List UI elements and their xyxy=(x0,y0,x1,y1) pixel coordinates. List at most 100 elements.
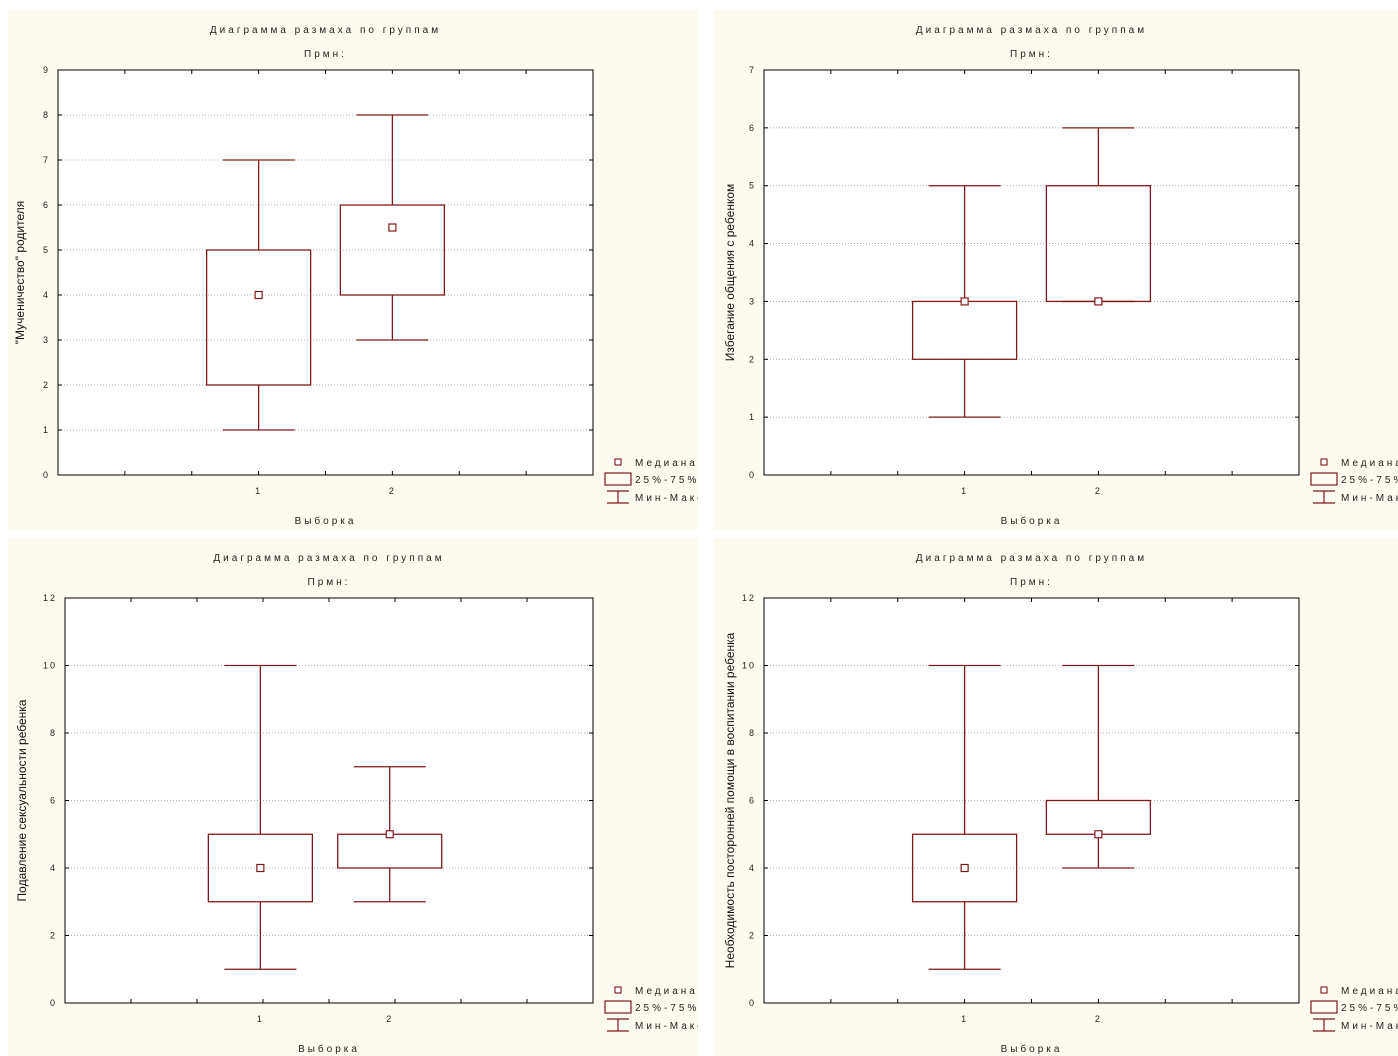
y-tick-label: 0 xyxy=(749,998,756,1008)
legend-iqr-label: 25%-75% xyxy=(635,475,698,486)
y-tick-label: 10 xyxy=(742,661,756,671)
y-tick-label: 8 xyxy=(749,728,756,738)
legend-minmax-label: Мин-Макс xyxy=(635,493,698,504)
y-tick-label: 4 xyxy=(50,863,57,873)
chart-panel-4: Диаграмма размаха по группам Прмн: 0 2 4 6 8 10… xyxy=(714,538,1398,1056)
median-marker xyxy=(385,830,394,839)
chart-panel-2: Диаграмма размаха по группам Прмн: 0 1 2 3 4 5 6… xyxy=(714,10,1398,530)
box-1 xyxy=(911,185,1018,418)
x-axis-label: Выборка xyxy=(298,1043,360,1055)
chart-title: Диаграмма размаха по группам xyxy=(210,25,441,36)
chart-svg: Диаграмма размаха по группам Прмн: 0 2 4 6 8 10… xyxy=(723,553,1398,1055)
box-2 xyxy=(337,766,443,903)
chart-svg: Диаграмма размаха по группам Прмн: 0 1 2 3 4 5 6… xyxy=(723,25,1398,527)
y-tick-label: 4 xyxy=(749,239,756,249)
y-tick-label: 2 xyxy=(43,380,50,390)
y-tick-label: 3 xyxy=(749,296,756,306)
x-tick-label: 1 xyxy=(961,486,968,496)
legend-median-icon xyxy=(614,458,622,466)
plot-frame xyxy=(763,69,1300,476)
box-1 xyxy=(911,664,1018,970)
y-tick-label: 1 xyxy=(43,425,50,435)
legend-iqr-icon xyxy=(1310,1000,1338,1014)
x-tick-label: 2 xyxy=(386,1014,393,1024)
y-tick-label: 8 xyxy=(43,110,50,120)
iqr-box xyxy=(911,833,1018,903)
median-marker xyxy=(1094,297,1103,306)
y-tick-label: 4 xyxy=(43,290,50,300)
legend-iqr-label: 25%-75% xyxy=(1341,475,1398,486)
box-1 xyxy=(207,664,314,970)
y-tick-label: 2 xyxy=(749,931,756,941)
plot-frame xyxy=(763,597,1300,1004)
y-tick-label: 9 xyxy=(43,65,50,75)
legend: Медиана 25%-75% Мин-Макс xyxy=(604,986,698,1032)
legend-median-label: Медиана xyxy=(635,986,698,997)
y-tick-label: 6 xyxy=(50,796,57,806)
iqr-box xyxy=(207,833,314,903)
y-tick-label: 5 xyxy=(43,245,50,255)
legend-iqr-label: 25%-75% xyxy=(635,1003,698,1014)
y-tick-label: 0 xyxy=(749,470,756,480)
y-tick-label: 3 xyxy=(43,335,50,345)
chart-subtitle: Прмн: xyxy=(1010,49,1053,60)
legend-median-label: Медиана xyxy=(1341,458,1398,469)
legend-minmax-label: Мин-Макс xyxy=(1341,1021,1398,1032)
legend-median-label: Медиана xyxy=(1341,986,1398,997)
chart-svg: Диаграмма размаха по группам Прмн: 0 2 4 6 8 10… xyxy=(15,553,698,1055)
y-tick-label: 12 xyxy=(43,593,57,603)
iqr-box xyxy=(205,249,312,386)
legend-minmax-label: Мин-Макс xyxy=(1341,493,1398,504)
median-marker xyxy=(388,223,397,232)
y-tick-label: 6 xyxy=(749,123,756,133)
plot-frame xyxy=(57,69,594,476)
chart-title: Диаграмма размаха по группам xyxy=(213,553,444,564)
chart-subtitle: Прмн: xyxy=(1010,577,1053,588)
y-tick-label: 6 xyxy=(43,200,50,210)
median-marker xyxy=(256,863,265,873)
y-tick-label: 10 xyxy=(43,661,57,671)
y-axis-label: Подавление сексуальности ребенка xyxy=(15,699,29,901)
median-marker xyxy=(254,290,263,300)
x-axis-label: Выборка xyxy=(1001,1043,1063,1055)
x-tick-label: 1 xyxy=(257,1014,264,1024)
chart-panel-3: Диаграмма размаха по группам Прмн: 0 2 4 6 8 10… xyxy=(8,538,698,1056)
legend-iqr-label: 25%-75% xyxy=(1341,1003,1398,1014)
chart-subtitle: Прмн: xyxy=(308,577,351,588)
legend-iqr-icon xyxy=(1310,472,1338,486)
legend: Медиана 25%-75% Мин-Макс xyxy=(1310,986,1398,1032)
y-axis-label: Необходимость посторонней помощи в воспи… xyxy=(723,632,737,968)
box-2 xyxy=(1045,664,1152,869)
y-tick-label: 5 xyxy=(749,181,756,191)
y-tick-label: 12 xyxy=(742,593,756,603)
plot-area xyxy=(764,70,1299,475)
y-tick-label: 7 xyxy=(749,65,756,75)
legend-iqr-icon xyxy=(604,1000,632,1014)
legend-iqr-icon xyxy=(604,472,632,486)
chart-title: Диаграмма размаха по группам xyxy=(916,553,1147,564)
median-marker xyxy=(960,297,969,306)
box-2 xyxy=(1045,127,1152,306)
chart-panel-1: Диаграмма размаха по группам Прмн: 0 1 2 3 4 5 6… xyxy=(8,10,698,530)
x-axis-label: Выборка xyxy=(295,515,357,527)
y-tick-label: 6 xyxy=(749,796,756,806)
y-tick-label: 4 xyxy=(749,863,756,873)
x-axis-label: Выборка xyxy=(1001,515,1063,527)
y-tick-label: 1 xyxy=(749,412,756,422)
x-tick-label: 2 xyxy=(1095,486,1102,496)
x-tick-label: 2 xyxy=(1095,1014,1102,1024)
legend: Медиана 25%-75% Мин-Макс xyxy=(604,458,698,504)
median-marker xyxy=(1094,830,1103,839)
y-tick-label: 7 xyxy=(43,155,50,165)
y-tick-label: 2 xyxy=(749,354,756,364)
chart-subtitle: Прмн: xyxy=(304,49,347,60)
legend-median-icon xyxy=(614,986,622,994)
box-1 xyxy=(205,159,312,431)
x-tick-label: 1 xyxy=(255,486,262,496)
y-tick-label: 0 xyxy=(50,998,57,1008)
chart-svg: Диаграмма размаха по группам Прмн: 0 1 2 3 4 5 6… xyxy=(13,25,698,527)
legend-median-icon xyxy=(1320,986,1328,994)
legend: Медиана 25%-75% Мин-Макс xyxy=(1310,458,1398,504)
x-tick-label: 1 xyxy=(961,1014,968,1024)
box-2 xyxy=(339,114,446,341)
